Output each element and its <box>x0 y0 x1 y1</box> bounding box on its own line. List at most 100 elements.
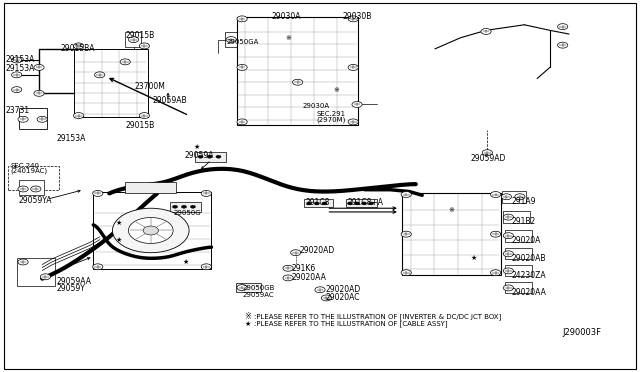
Circle shape <box>501 194 511 200</box>
Text: 291C8+A: 291C8+A <box>348 198 383 207</box>
Circle shape <box>237 64 247 70</box>
Circle shape <box>557 24 568 30</box>
Bar <box>402 193 500 275</box>
Text: 29015B: 29015B <box>126 31 155 40</box>
Circle shape <box>482 150 492 155</box>
Text: ※: ※ <box>244 312 252 321</box>
Circle shape <box>74 113 84 119</box>
Circle shape <box>503 268 513 274</box>
Circle shape <box>322 202 327 205</box>
Text: 29153A: 29153A <box>6 55 35 64</box>
Text: SEC.240: SEC.240 <box>10 163 39 169</box>
Bar <box>505 230 532 241</box>
Circle shape <box>93 190 103 196</box>
Circle shape <box>490 270 500 276</box>
Circle shape <box>190 205 195 208</box>
Bar <box>125 32 141 47</box>
Bar <box>225 32 237 47</box>
Text: 29020AD: 29020AD <box>300 246 335 255</box>
Circle shape <box>292 79 303 85</box>
Bar <box>505 265 532 276</box>
Bar <box>237 17 358 125</box>
Text: ★: ★ <box>116 237 122 243</box>
Text: 29050GB: 29050GB <box>242 285 275 291</box>
Circle shape <box>503 251 513 257</box>
Text: 29050GA: 29050GA <box>226 39 259 45</box>
Text: ※: ※ <box>285 35 291 41</box>
Bar <box>125 182 176 193</box>
Text: 29020AD: 29020AD <box>325 285 360 294</box>
Text: J290003F: J290003F <box>562 328 601 337</box>
Text: 24230ZA: 24230ZA <box>511 271 546 280</box>
Circle shape <box>307 202 312 205</box>
Circle shape <box>369 202 374 205</box>
Circle shape <box>503 285 513 291</box>
Circle shape <box>31 186 41 192</box>
Bar <box>505 282 532 294</box>
Text: ★: ★ <box>116 220 122 226</box>
Text: 29059AC: 29059AC <box>242 292 274 298</box>
Bar <box>505 248 532 259</box>
Circle shape <box>18 116 28 122</box>
Text: 29020AB: 29020AB <box>511 254 546 263</box>
Circle shape <box>216 155 221 158</box>
Text: 291B2: 291B2 <box>511 218 536 227</box>
Circle shape <box>201 264 211 270</box>
Text: 29059AB: 29059AB <box>153 96 188 105</box>
Text: (24019AC): (24019AC) <box>10 168 47 174</box>
Circle shape <box>93 264 103 270</box>
Text: 291C8: 291C8 <box>306 198 330 207</box>
Text: 29059YA: 29059YA <box>19 196 52 205</box>
Circle shape <box>95 72 105 78</box>
Circle shape <box>362 202 367 205</box>
Bar <box>304 199 333 208</box>
Circle shape <box>12 72 22 78</box>
Text: 29030B: 29030B <box>342 12 372 21</box>
Circle shape <box>401 270 412 276</box>
Circle shape <box>401 231 412 237</box>
Circle shape <box>34 90 44 96</box>
Circle shape <box>143 226 159 235</box>
Bar <box>74 49 148 118</box>
Bar <box>93 192 211 269</box>
Bar <box>170 202 200 212</box>
Text: 23700M: 23700M <box>135 82 166 91</box>
Text: 29020AA: 29020AA <box>292 273 327 282</box>
Circle shape <box>401 192 412 198</box>
Circle shape <box>490 192 500 198</box>
Circle shape <box>237 16 247 22</box>
Circle shape <box>201 190 211 196</box>
Circle shape <box>140 113 150 119</box>
Text: ※: ※ <box>333 87 339 93</box>
Circle shape <box>226 37 236 42</box>
Circle shape <box>348 64 358 70</box>
Circle shape <box>18 259 28 265</box>
Text: 29059AA: 29059AA <box>57 277 92 286</box>
Text: 291K6: 291K6 <box>292 264 316 273</box>
Circle shape <box>12 87 22 93</box>
Circle shape <box>291 250 301 256</box>
Text: :PLEASE REFER TO THE ILLUSTRATION OF [CABLE ASSY]: :PLEASE REFER TO THE ILLUSTRATION OF [CA… <box>254 321 448 327</box>
Text: ★: ★ <box>470 255 476 261</box>
Circle shape <box>34 64 44 70</box>
Circle shape <box>515 194 525 200</box>
Circle shape <box>314 202 319 205</box>
Circle shape <box>40 274 51 280</box>
Bar <box>195 151 226 162</box>
Text: :PLEASE REFER TO THE ILLUSTRATION OF [INVERTER & DC/DC JCT BOX]: :PLEASE REFER TO THE ILLUSTRATION OF [IN… <box>254 313 502 320</box>
Text: 29050G: 29050G <box>173 210 201 216</box>
Text: (2970M): (2970M) <box>317 117 346 123</box>
Circle shape <box>129 37 139 42</box>
Circle shape <box>237 119 247 125</box>
Circle shape <box>481 29 491 35</box>
Circle shape <box>12 57 22 63</box>
Circle shape <box>207 155 212 158</box>
Circle shape <box>198 155 203 158</box>
Circle shape <box>37 116 47 122</box>
Circle shape <box>74 43 84 49</box>
Circle shape <box>557 42 568 48</box>
Bar <box>346 199 378 208</box>
Circle shape <box>283 265 293 271</box>
Circle shape <box>490 231 500 237</box>
Circle shape <box>181 205 186 208</box>
